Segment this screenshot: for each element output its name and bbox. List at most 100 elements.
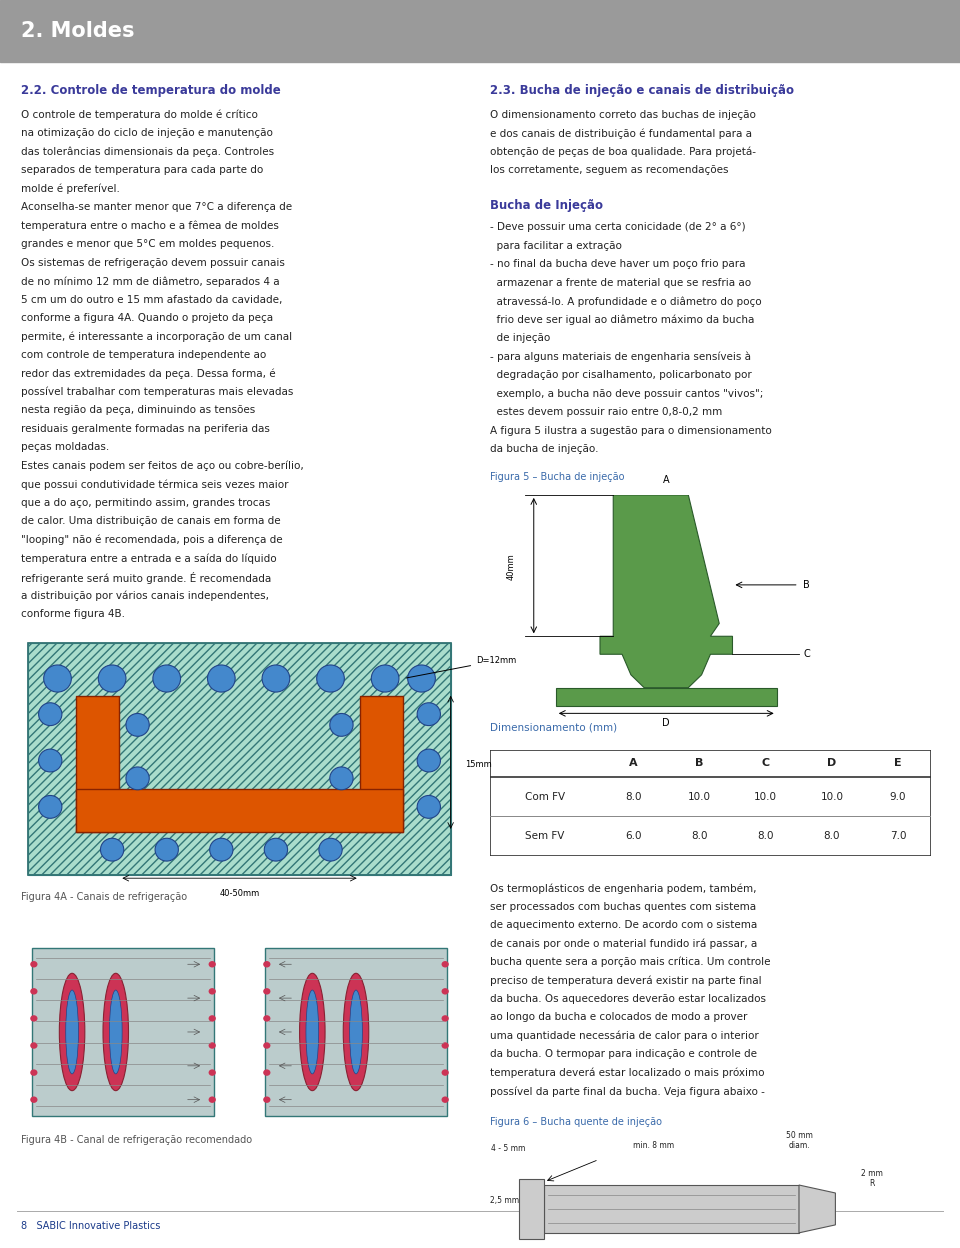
Text: preciso de temperatura deverá existir na parte final: preciso de temperatura deverá existir na… (490, 976, 761, 986)
Text: Bucha de Injeção: Bucha de Injeção (490, 198, 603, 212)
Text: que possui condutividade térmica seis vezes maior: que possui condutividade térmica seis ve… (21, 479, 289, 489)
Text: 9.0: 9.0 (890, 791, 906, 801)
Text: armazenar a frente de material que se resfria ao: armazenar a frente de material que se re… (490, 278, 751, 288)
Circle shape (209, 839, 233, 861)
Circle shape (30, 1097, 37, 1103)
Text: possível trabalhar com temperaturas mais elevadas: possível trabalhar com temperaturas mais… (21, 387, 294, 397)
Text: O dimensionamento correto das buchas de injeção: O dimensionamento correto das buchas de … (490, 110, 756, 120)
Circle shape (442, 1097, 449, 1103)
Text: da bucha. Os aquecedores deverão estar localizados: da bucha. Os aquecedores deverão estar l… (490, 993, 766, 1003)
Text: 2,5 mm: 2,5 mm (490, 1197, 518, 1206)
Text: residuais geralmente formadas na periferia das: residuais geralmente formadas na perifer… (21, 424, 270, 434)
Text: exemplo, a bucha não deve possuir cantos "vivos";: exemplo, a bucha não deve possuir cantos… (490, 388, 763, 398)
Text: 4 - 5 mm: 4 - 5 mm (491, 1144, 525, 1153)
Text: 15mm: 15mm (466, 760, 492, 769)
Bar (76, 696, 119, 832)
Circle shape (38, 703, 61, 725)
Circle shape (264, 839, 288, 861)
Polygon shape (600, 495, 732, 688)
Circle shape (330, 768, 353, 790)
Text: D: D (828, 759, 836, 769)
Circle shape (262, 665, 290, 693)
Text: obtenção de peças de boa qualidade. Para projetá-: obtenção de peças de boa qualidade. Para… (490, 147, 756, 157)
Text: com controle de temperatura independente ao: com controle de temperatura independente… (21, 349, 266, 359)
Text: 8.0: 8.0 (625, 791, 641, 801)
Bar (518, 1178, 544, 1239)
Text: C: C (761, 759, 770, 769)
Circle shape (208, 1097, 216, 1103)
Circle shape (319, 839, 342, 861)
Circle shape (153, 665, 180, 693)
Text: ser processados com buchas quentes com sistema: ser processados com buchas quentes com s… (490, 901, 756, 911)
Bar (76, 789, 403, 832)
Circle shape (30, 1070, 37, 1076)
Circle shape (317, 665, 345, 693)
Ellipse shape (306, 990, 319, 1073)
Circle shape (263, 1097, 271, 1103)
Circle shape (98, 665, 126, 693)
Circle shape (208, 961, 216, 967)
Text: 2.2. Controle de temperatura do molde: 2.2. Controle de temperatura do molde (21, 84, 281, 96)
Text: de injeção: de injeção (490, 333, 550, 343)
Text: de calor. Uma distribuição de canais em forma de: de calor. Uma distribuição de canais em … (21, 517, 280, 527)
Text: Os termoplásticos de engenharia podem, também,: Os termoplásticos de engenharia podem, t… (490, 884, 756, 894)
Text: estes devem possuir raio entre 0,8-0,2 mm: estes devem possuir raio entre 0,8-0,2 m… (490, 407, 722, 417)
Circle shape (156, 839, 179, 861)
Text: 6.0: 6.0 (625, 831, 641, 841)
Text: temperatura deverá estar localizado o mais próximo: temperatura deverá estar localizado o ma… (490, 1068, 764, 1078)
Text: 2 mm
R: 2 mm R (861, 1169, 883, 1188)
Text: 40mm: 40mm (507, 554, 516, 580)
Text: - Deve possuir uma certa conicidade (de 2° a 6°): - Deve possuir uma certa conicidade (de … (490, 222, 745, 232)
Text: E: E (895, 759, 901, 769)
Circle shape (44, 665, 71, 693)
Text: los corretamente, seguem as recomendações: los corretamente, seguem as recomendaçõe… (490, 165, 728, 175)
Text: de aquecimento externo. De acordo com o sistema: de aquecimento externo. De acordo com o … (490, 920, 756, 930)
Bar (360, 696, 403, 832)
Text: Os sistemas de refrigeração devem possuir canais: Os sistemas de refrigeração devem possui… (21, 257, 285, 267)
Ellipse shape (300, 973, 325, 1091)
Circle shape (126, 768, 149, 790)
Text: Sem FV: Sem FV (525, 831, 564, 841)
Text: grandes e menor que 5°C em moldes pequenos.: grandes e menor que 5°C em moldes pequen… (21, 240, 275, 250)
Text: A: A (629, 759, 637, 769)
Text: 2.3. Bucha de injeção e canais de distribuição: 2.3. Bucha de injeção e canais de distri… (490, 84, 794, 96)
Ellipse shape (344, 973, 369, 1091)
Text: Figura 4B - Canal de refrigeração recomendado: Figura 4B - Canal de refrigeração recome… (21, 1134, 252, 1144)
Bar (265, 948, 447, 1116)
Text: de canais por onde o material fundido irá passar, a: de canais por onde o material fundido ir… (490, 938, 756, 948)
Circle shape (208, 988, 216, 995)
Text: O controle de temperatura do molde é crítico: O controle de temperatura do molde é crí… (21, 110, 258, 120)
Circle shape (418, 795, 441, 819)
Text: refrigerante será muito grande. É recomendada: refrigerante será muito grande. É recome… (21, 572, 272, 584)
Text: da bucha. O termopar para indicação e controle de: da bucha. O termopar para indicação e co… (490, 1050, 756, 1060)
Text: A: A (663, 474, 669, 484)
Text: conforme a figura 4A. Quando o projeto da peça: conforme a figura 4A. Quando o projeto d… (21, 313, 274, 323)
Text: das tolerâncias dimensionais da peça. Controles: das tolerâncias dimensionais da peça. Co… (21, 147, 275, 157)
Ellipse shape (60, 973, 84, 1091)
Text: 10.0: 10.0 (821, 791, 843, 801)
Circle shape (30, 961, 37, 967)
Text: 8.0: 8.0 (757, 831, 774, 841)
Text: na otimização do ciclo de injeção e manutenção: na otimização do ciclo de injeção e manu… (21, 129, 273, 139)
Text: Dimensionamento (mm): Dimensionamento (mm) (490, 723, 616, 733)
Circle shape (126, 714, 149, 736)
Circle shape (263, 1015, 271, 1022)
Text: D: D (662, 719, 670, 729)
Text: Aconselha-se manter menor que 7°C a diferença de: Aconselha-se manter menor que 7°C a dife… (21, 202, 292, 212)
Text: da bucha de injeção.: da bucha de injeção. (490, 444, 598, 454)
Text: redor das extremidades da peça. Dessa forma, é: redor das extremidades da peça. Dessa fo… (21, 368, 276, 379)
Ellipse shape (103, 973, 129, 1091)
Text: temperatura entre a entrada e a saída do líquido: temperatura entre a entrada e a saída do… (21, 553, 276, 564)
Text: permite, é interessante a incorporação de um canal: permite, é interessante a incorporação d… (21, 332, 292, 342)
Text: 8.0: 8.0 (824, 831, 840, 841)
Polygon shape (799, 1186, 835, 1233)
Circle shape (372, 665, 399, 693)
Ellipse shape (65, 990, 79, 1073)
Text: molde é preferível.: molde é preferível. (21, 183, 120, 195)
Circle shape (208, 1070, 216, 1076)
Text: 50 mm
diam.: 50 mm diam. (785, 1131, 812, 1149)
Text: "looping" não é recomendada, pois a diferença de: "looping" não é recomendada, pois a dife… (21, 534, 283, 545)
Text: conforme figura 4B.: conforme figura 4B. (21, 609, 125, 619)
Text: A figura 5 ilustra a sugestão para o dimensionamento: A figura 5 ilustra a sugestão para o dim… (490, 426, 771, 436)
Bar (32, 948, 214, 1116)
